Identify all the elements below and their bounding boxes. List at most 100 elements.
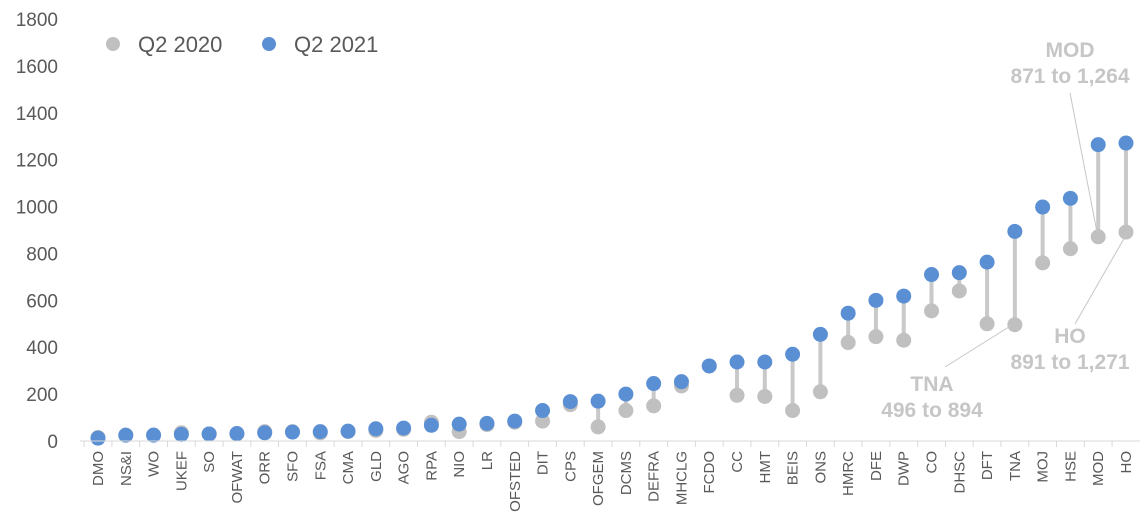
point-q2-2021 <box>257 425 273 441</box>
annotation-ho-label: HO <box>1054 325 1086 348</box>
x-tick-label: AGO <box>396 451 413 484</box>
legend: Q2 2020 Q2 2021 <box>106 32 378 57</box>
point-q2-2021 <box>757 354 773 370</box>
x-tick-label: LR <box>479 451 496 470</box>
point-q2-2021 <box>535 403 551 419</box>
point-q2-2021 <box>646 376 662 392</box>
point-q2-2021 <box>229 425 245 441</box>
x-tick-label: OFGEM <box>590 451 607 506</box>
x-tick-label: GLD <box>368 451 385 482</box>
point-q2-2021 <box>896 288 912 304</box>
point-q2-2021 <box>618 386 634 402</box>
point-q2-2021 <box>1007 223 1023 239</box>
y-tick-label: 1000 <box>16 198 58 219</box>
x-tick-label: CO <box>924 451 941 474</box>
legend-marker-q2-2020 <box>106 37 120 51</box>
point-q2-2021 <box>924 267 940 283</box>
x-tick-label: NIO <box>451 451 468 478</box>
legend-label-q2-2020: Q2 2020 <box>138 32 222 57</box>
point-q2-2021 <box>284 424 300 440</box>
y-tick-label: 200 <box>26 385 58 406</box>
point-q2-2021 <box>979 254 995 270</box>
y-axis: 0 200 400 600 800 1000 1200 1400 1600 1800 <box>16 10 58 453</box>
point-q2-2021 <box>173 426 189 442</box>
x-tick-label: FCDO <box>701 451 718 494</box>
point-q2-2020 <box>757 388 773 404</box>
point-q2-2021 <box>729 354 745 370</box>
x-tick-label: DWP <box>896 451 913 486</box>
x-tick-label: DCMS <box>618 451 635 495</box>
annotation-tna-label: TNA <box>910 373 953 396</box>
y-tick-label: 600 <box>26 291 58 312</box>
x-tick-label: MHCLG <box>673 451 690 505</box>
point-q2-2021 <box>562 394 578 410</box>
point-q2-2021 <box>785 346 801 362</box>
point-q2-2020 <box>1007 317 1023 333</box>
point-q2-2020 <box>729 387 745 403</box>
point-q2-2021 <box>90 430 106 446</box>
point-q2-2021 <box>451 416 467 432</box>
x-tick-label: ONS <box>812 451 829 484</box>
x-tick-label: UKEF <box>173 451 190 491</box>
x-tick-label: DFE <box>868 451 885 481</box>
x-tick-label: OFSTED <box>507 451 524 512</box>
point-q2-2021 <box>701 358 717 374</box>
x-tick-label: SFO <box>284 451 301 482</box>
point-q2-2021 <box>423 417 439 433</box>
x-tick-label: FSA <box>312 451 329 480</box>
connector-lines <box>96 143 1128 439</box>
point-q2-2020 <box>1035 255 1051 271</box>
point-q2-2021 <box>1062 190 1078 206</box>
annotation-leader-ho <box>1074 234 1127 325</box>
y-tick-label: 1400 <box>16 104 58 125</box>
annotation-tna-values: 496 to 894 <box>881 399 983 422</box>
x-tick-label: CC <box>729 451 746 473</box>
point-q2-2020 <box>924 303 940 319</box>
x-tick-label: DFT <box>979 451 996 480</box>
x-tick-label: BEIS <box>785 451 802 485</box>
x-tick-label: NS&I <box>118 451 135 486</box>
point-q2-2020 <box>812 384 828 400</box>
x-tick-label: HMT <box>757 451 774 484</box>
y-tick-label: 1600 <box>16 57 58 78</box>
x-tick-label: DMO <box>90 451 107 486</box>
y-tick-label: 1200 <box>16 151 58 172</box>
x-tick-label: HMRC <box>840 451 857 496</box>
point-q2-2021 <box>201 426 217 442</box>
point-q2-2021 <box>340 423 356 439</box>
point-q2-2021 <box>479 415 495 431</box>
point-q2-2021 <box>590 393 606 409</box>
point-q2-2020 <box>1062 241 1078 257</box>
point-q2-2020 <box>840 335 856 351</box>
x-tick-label: HO <box>1118 451 1135 474</box>
x-tick-label: TNA <box>1007 451 1024 481</box>
point-q2-2020 <box>1090 229 1106 245</box>
point-q2-2021 <box>146 427 162 443</box>
x-tick-label: DHSC <box>951 451 968 494</box>
x-tick-label: WO <box>146 451 163 477</box>
point-q2-2021 <box>812 326 828 342</box>
legend-label-q2-2021: Q2 2021 <box>294 32 378 57</box>
point-q2-2021 <box>396 420 412 436</box>
point-q2-2021 <box>951 265 967 281</box>
point-q2-2021 <box>118 427 134 443</box>
x-tick-label: ORR <box>257 451 274 485</box>
x-tick-label: DEFRA <box>646 451 663 502</box>
point-q2-2020 <box>868 329 884 345</box>
data-points <box>90 135 1134 446</box>
y-tick-label: 1800 <box>16 10 58 31</box>
x-axis: DMO NS&I WO UKEF SO OFWAT ORR SFO FSA CMA GLD AGO RP… <box>83 441 1135 512</box>
annotation-leader-mod <box>1069 92 1098 233</box>
x-tick-label: HSE <box>1062 451 1079 482</box>
x-tick-label: CMA <box>340 451 357 484</box>
x-tick-label: OFWAT <box>229 451 246 504</box>
point-q2-2021 <box>840 305 856 321</box>
legend-marker-q2-2021 <box>262 37 276 51</box>
x-tick-label: MOJ <box>1035 451 1052 483</box>
x-tick-label: SO <box>201 451 218 473</box>
x-tick-label: CPS <box>562 451 579 482</box>
point-q2-2021 <box>1090 137 1106 153</box>
point-q2-2020 <box>618 403 634 419</box>
annotation-leader-tna <box>944 324 1013 368</box>
y-tick-label: 800 <box>26 244 58 265</box>
